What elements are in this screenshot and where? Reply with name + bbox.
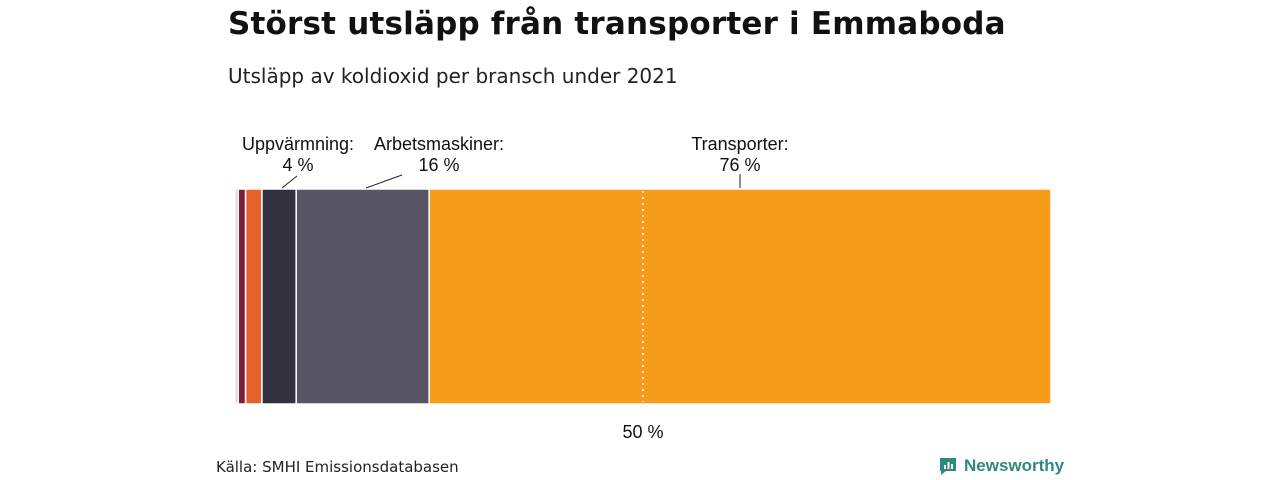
segment-value-label-5: 76 %	[719, 155, 760, 175]
bar-segment-4	[295, 188, 430, 405]
segment-value-label-4: 16 %	[418, 155, 459, 175]
bar-segment-5	[428, 188, 1052, 405]
newsworthy-logo-icon	[940, 458, 956, 475]
source-note: Källa: SMHI Emissionsdatabasen	[216, 458, 459, 476]
bar-segment-2	[244, 188, 263, 405]
segment-label-5: Transporter:	[691, 134, 788, 154]
brand-name: Newsworthy	[964, 456, 1065, 475]
bar-segment-3	[261, 188, 297, 405]
segment-label-4: Arbetsmaskiner:	[374, 134, 504, 154]
segment-value-label-3: 4 %	[282, 155, 313, 175]
chart-subtitle: Utsläpp av koldioxid per bransch under 2…	[228, 64, 678, 88]
brand-logo: Newsworthy	[938, 456, 1064, 476]
reference-line-label: 50 %	[622, 422, 663, 442]
label-pointer-3	[281, 175, 298, 189]
bar-segment-1	[237, 188, 247, 405]
label-pointer-4	[365, 174, 403, 189]
segment-label-3: Uppvärmning:	[242, 134, 354, 154]
stacked-bar-chart: Uppvärmning:4 % Arbetsmaskiner:16 % Transp…	[234, 134, 1052, 442]
chart-title: Störst utsläpp från transporter i Emmabo…	[228, 6, 1006, 42]
